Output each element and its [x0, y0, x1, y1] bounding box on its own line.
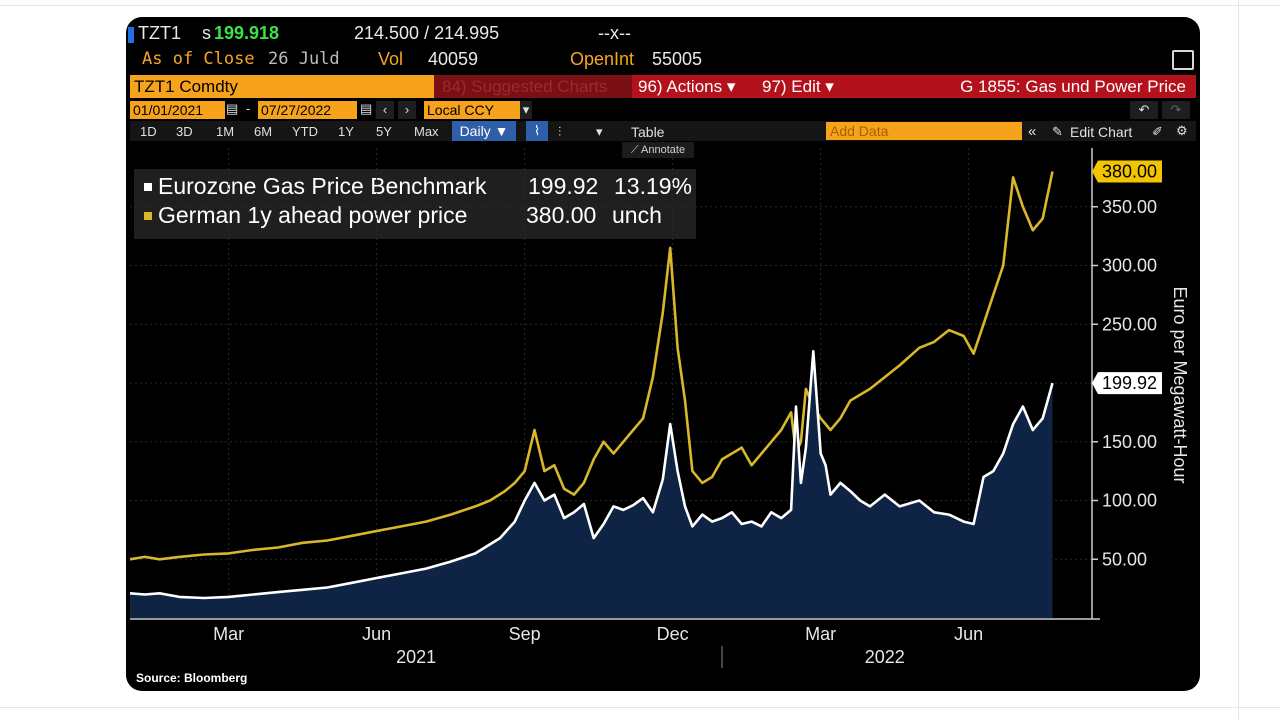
as-of-label: As of Close	[142, 49, 255, 69]
suggested-charts-button[interactable]: 84) Suggested Charts	[434, 75, 636, 98]
popout-icon[interactable]	[1172, 50, 1194, 70]
open-interest-label: OpenInt	[570, 49, 635, 69]
chart-title-bar: G 1855: Gas und Power Price	[844, 75, 1196, 98]
pencil-icon[interactable]: ✎	[1052, 124, 1063, 139]
period-1d[interactable]: 1D	[140, 124, 157, 139]
ticker-marker	[128, 27, 134, 43]
open-interest-value: 55005	[652, 49, 703, 69]
line-chart-icon[interactable]: ⌇	[526, 121, 548, 141]
chart-type-dropdown-icon[interactable]: ▾	[596, 124, 603, 139]
redo-icon[interactable]: ↷	[1162, 101, 1190, 119]
bid-ask: 214.500 / 214.995	[354, 23, 500, 43]
actions-menu[interactable]: 96) Actions ▾	[632, 75, 758, 98]
security-field[interactable]: TZT1 Comdty	[130, 75, 436, 98]
table-button[interactable]: Table	[631, 124, 665, 140]
legend-power-name: German 1y ahead power price	[158, 202, 468, 228]
legend-gas-value: 199.92	[528, 173, 599, 199]
prev-period-button[interactable]: ‹	[376, 101, 394, 119]
ticker: TZT1	[138, 23, 181, 43]
annotate-button[interactable]: ⟋ Annotate	[622, 142, 694, 158]
period-6m[interactable]: 6M	[254, 124, 273, 139]
period-3d[interactable]: 3D	[176, 124, 193, 139]
period-1m[interactable]: 1M	[216, 124, 235, 139]
edit-menu[interactable]: 97) Edit ▾	[756, 75, 846, 98]
last-price: 199.918	[214, 23, 280, 43]
currency-select[interactable]: Local CCY	[424, 101, 521, 119]
pencil-square-icon[interactable]: ✐	[1152, 124, 1163, 139]
end-date-input[interactable]: 07/27/2022	[258, 101, 357, 119]
bar-chart-icon[interactable]: ⫶	[558, 124, 562, 139]
gear-icon[interactable]: ⚙	[1176, 123, 1188, 138]
legend-swatch-gas	[144, 183, 152, 191]
change-value: --x--	[598, 23, 631, 43]
collapse-icon[interactable]: «	[1028, 123, 1037, 140]
undo-icon[interactable]: ↶	[1130, 101, 1158, 119]
page-right-rule	[1238, 0, 1239, 720]
legend-swatch-power	[144, 212, 152, 220]
legend-gas-name: Eurozone Gas Price Benchmark	[158, 173, 487, 199]
period-max[interactable]: Max	[414, 124, 439, 139]
annotate-icon: ⟋	[630, 144, 642, 156]
period-5y[interactable]: 5Y	[376, 124, 392, 139]
period-1y[interactable]: 1Y	[338, 124, 354, 139]
last-price-prefix: s	[202, 23, 211, 43]
page-top-rule	[0, 5, 1280, 6]
edit-chart-button[interactable]: Edit Chart	[1070, 124, 1133, 140]
page-bottom-rule	[0, 707, 1280, 708]
add-data-input[interactable]: Add Data	[826, 122, 1022, 140]
period-ytd[interactable]: YTD	[292, 124, 318, 139]
date-separator: -	[246, 101, 251, 116]
start-date-input[interactable]: 01/01/2021	[130, 101, 225, 119]
frequency-select[interactable]: Daily ▼	[452, 121, 516, 141]
source-note: Source: Bloomberg	[136, 671, 248, 685]
legend-power-value: 380.00	[526, 202, 597, 228]
currency-dropdown-icon[interactable]: ▾	[520, 101, 532, 119]
annotate-label: Annotate	[641, 144, 686, 156]
calendar-icon-end[interactable]: ▤	[360, 101, 373, 116]
bloomberg-terminal-panel: TZT1 s 199.918 214.500 / 214.995 --x-- A…	[126, 17, 1200, 691]
as-of-date: 26 Juld	[268, 49, 340, 69]
next-period-button[interactable]: ›	[398, 101, 416, 119]
volume-label: Vol	[378, 49, 404, 69]
volume-value: 40059	[428, 49, 479, 69]
legend-gas-change: 13.19%	[614, 173, 693, 199]
legend-power-change: unch	[612, 202, 662, 228]
calendar-icon[interactable]: ▤	[226, 101, 239, 116]
